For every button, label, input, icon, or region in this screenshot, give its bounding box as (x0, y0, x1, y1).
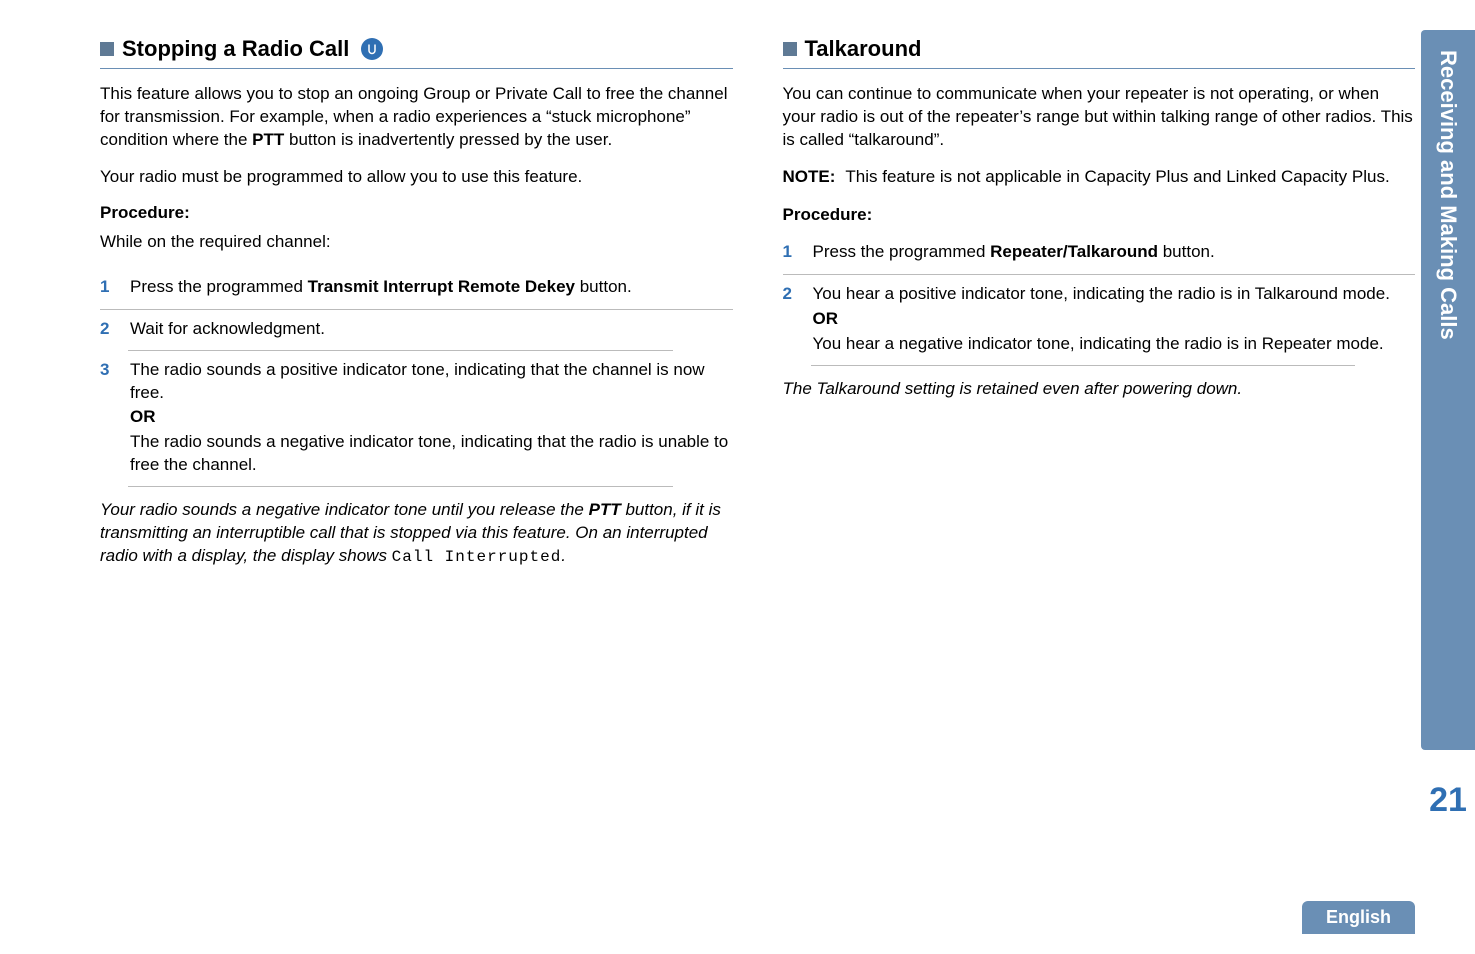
heading-bullet-icon (783, 42, 797, 56)
text: You hear a negative indicator tone, indi… (813, 334, 1384, 353)
step-body: You hear a positive indicator tone, indi… (813, 283, 1416, 356)
procedure-label: Procedure: (783, 205, 1416, 225)
heading-text: Talkaround (805, 36, 922, 62)
text: Your radio sounds a negative indicator t… (100, 500, 589, 519)
step-body: Wait for acknowledgment. (130, 318, 733, 341)
step-2: 2 Wait for acknowledgment. (100, 310, 733, 351)
text: . (561, 546, 566, 565)
step-number: 2 (783, 283, 799, 356)
text: You hear a positive indicator tone, indi… (813, 284, 1390, 303)
right-steps: 1 Press the programmed Repeater/Talkarou… (783, 233, 1416, 366)
feature-badge-icon (361, 38, 383, 60)
procedure-label: Procedure: (100, 203, 733, 223)
bold: Transmit Interrupt Remote Dekey (308, 277, 575, 296)
closing-note: The Talkaround setting is retained even … (783, 378, 1416, 401)
text: The radio sounds a positive indicator to… (130, 360, 705, 402)
intro-paragraph-1: This feature allows you to stop an ongoi… (100, 83, 733, 152)
step-body: The radio sounds a positive indicator to… (130, 359, 733, 478)
note-block: NOTE: This feature is not applicable in … (783, 166, 1416, 189)
step-1: 1 Press the programmed Transmit Interrup… (100, 268, 733, 310)
step-2: 2 You hear a positive indicator tone, in… (783, 275, 1416, 366)
section-heading-stopping: Stopping a Radio Call (100, 30, 733, 69)
section-heading-talkaround: Talkaround (783, 30, 1416, 69)
left-column: Stopping a Radio Call This feature allow… (100, 30, 733, 569)
step-body: Press the programmed Repeater/Talkaround… (813, 241, 1416, 264)
text: The radio sounds a negative indicator to… (130, 432, 728, 474)
ptt-bold: PTT (589, 500, 621, 519)
closing-note: Your radio sounds a negative indicator t… (100, 499, 733, 568)
page-content: Stopping a Radio Call This feature allow… (0, 0, 1475, 569)
intro-paragraph: You can continue to communicate when you… (783, 83, 1416, 152)
left-steps: 1 Press the programmed Transmit Interrup… (100, 268, 733, 488)
text: Press the programmed (813, 242, 991, 261)
step-number: 1 (100, 276, 116, 299)
while-line: While on the required channel: (100, 231, 733, 254)
step-3: 3 The radio sounds a positive indicator … (100, 351, 733, 488)
step-1: 1 Press the programmed Repeater/Talkarou… (783, 233, 1416, 275)
text: Press the programmed (130, 277, 308, 296)
step-number: 1 (783, 241, 799, 264)
lcd-text: Call Interrupted (392, 548, 562, 566)
step-number: 2 (100, 318, 116, 341)
language-tab: English (1302, 901, 1415, 934)
ptt-bold: PTT (252, 130, 284, 149)
heading-text: Stopping a Radio Call (122, 36, 349, 62)
page-number: 21 (1421, 770, 1475, 830)
right-column: Talkaround You can continue to communica… (783, 30, 1416, 569)
heading-bullet-icon (100, 42, 114, 56)
step-body: Press the programmed Transmit Interrupt … (130, 276, 733, 299)
intro-paragraph-2: Your radio must be programmed to allow y… (100, 166, 733, 189)
step-number: 3 (100, 359, 116, 478)
side-tab: Receiving and Making Calls (1421, 30, 1475, 750)
text: button is inadvertently pressed by the u… (284, 130, 612, 149)
note-label: NOTE: (783, 166, 836, 189)
text: button. (575, 277, 632, 296)
or-text: OR (813, 308, 1416, 331)
note-text: This feature is not applicable in Capaci… (845, 166, 1389, 189)
or-text: OR (130, 406, 733, 429)
bold: Repeater/Talkaround (990, 242, 1158, 261)
text: button. (1158, 242, 1215, 261)
